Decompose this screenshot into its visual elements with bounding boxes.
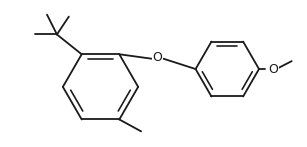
Text: O: O: [268, 62, 278, 76]
Text: O: O: [153, 51, 162, 64]
